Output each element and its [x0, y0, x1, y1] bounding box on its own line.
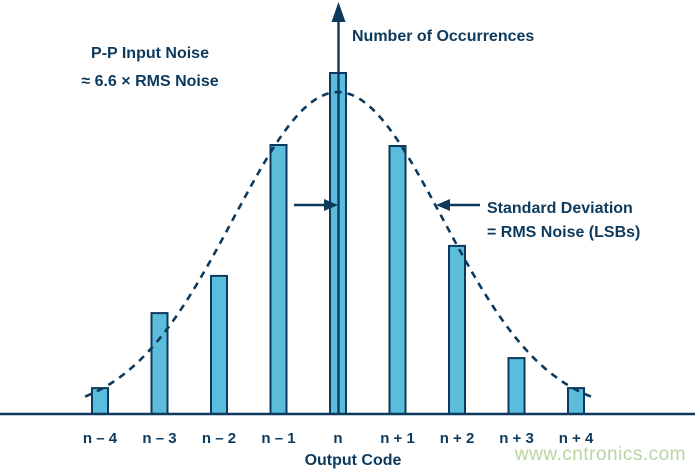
histogram-bar	[269, 144, 288, 415]
pp-noise-annotation: P-P Input Noise ≈ 6.6 × RMS Noise	[40, 40, 260, 96]
x-tick-label: n + 4	[558, 430, 594, 447]
x-tick-label: n + 1	[380, 430, 415, 447]
y-axis-arrowhead-icon	[331, 2, 346, 22]
histogram-bar	[448, 244, 466, 415]
histogram-bars	[91, 72, 585, 416]
histogram-bar	[210, 274, 228, 415]
y-axis-label: Number of Occurrences	[352, 28, 535, 45]
sigma-arrow-right-icon	[294, 199, 338, 211]
histogram-bar	[567, 387, 585, 416]
std-dev-annotation: Standard Deviation = RMS Noise (LSBs)	[487, 197, 640, 245]
x-axis-label: Output Code	[304, 452, 402, 469]
x-tick-label: n – 4	[82, 430, 118, 447]
std-dev-line1: Standard Deviation	[487, 200, 633, 217]
x-tick-label: n	[333, 430, 343, 447]
x-tick-label: n – 2	[201, 430, 237, 447]
x-tick-label: n + 2	[439, 430, 475, 447]
sigma-arrow-left-icon	[436, 199, 480, 211]
watermark: www.cntronics.com	[514, 444, 686, 465]
histogram-bar	[91, 387, 109, 416]
x-tick-label: n – 1	[261, 430, 296, 447]
x-tick-label: n – 3	[142, 430, 177, 447]
histogram-bar	[507, 357, 526, 416]
y-axis-arrow	[331, 2, 346, 414]
pp-noise-line2: ≈ 6.6 × RMS Noise	[81, 73, 219, 90]
histogram-bar	[150, 312, 169, 416]
pp-noise-line1: P-P Input Noise	[91, 45, 209, 62]
x-tick-label: n + 3	[499, 430, 534, 447]
histogram-bar	[388, 145, 407, 415]
std-dev-line2: = RMS Noise (LSBs)	[487, 224, 641, 241]
